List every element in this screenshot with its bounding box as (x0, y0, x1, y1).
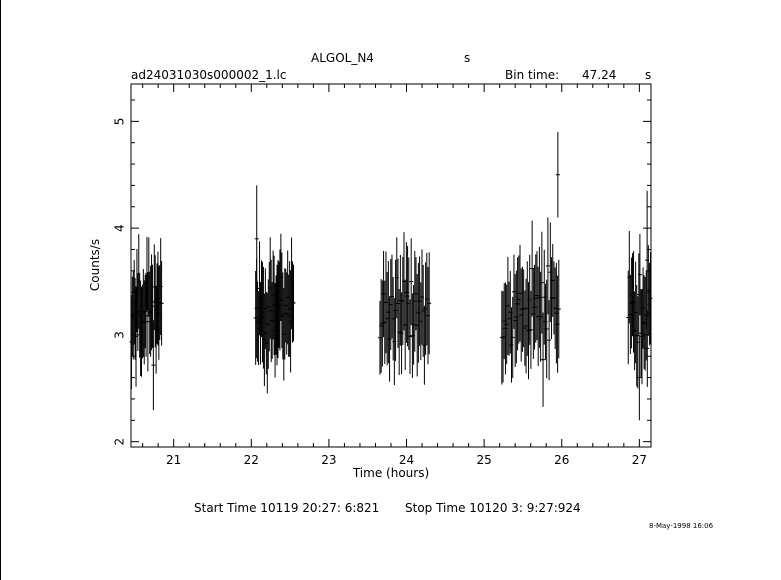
data-points (129, 132, 653, 421)
y-tick-label: 5 (113, 118, 127, 126)
y-axis-label: Counts/s (88, 239, 102, 291)
title-unit: s (464, 51, 471, 65)
stop-time-text: Stop Time 10120 3: 9:27:924 (405, 501, 581, 515)
y-tick-label: 4 (113, 224, 127, 232)
y-tick-label: 2 (113, 438, 127, 446)
bin-time-label: Bin time: (505, 68, 560, 82)
x-tick-label: 21 (166, 453, 181, 467)
x-tick-label: 26 (554, 453, 569, 467)
x-tick-label: 27 (632, 453, 647, 467)
x-tick-label: 22 (244, 453, 259, 467)
x-tick-label: 23 (321, 453, 336, 467)
bin-time-unit: s (645, 68, 652, 82)
file-name: ad24031030s000002_1.lc (131, 68, 287, 82)
start-time-text: Start Time 10119 20:27: 6:821 (194, 501, 380, 515)
y-tick-label: 3 (113, 331, 127, 339)
left-border-line (0, 0, 1, 580)
x-axis-label: Time (hours) (352, 466, 429, 480)
x-tick-label: 24 (399, 453, 414, 467)
bin-time-value: 47.24 (582, 68, 617, 82)
chart-title: ALGOL_N4 (311, 51, 374, 65)
x-tick-label: 25 (476, 453, 491, 467)
date-stamp: 8-May-1998 16:06 (649, 522, 714, 530)
